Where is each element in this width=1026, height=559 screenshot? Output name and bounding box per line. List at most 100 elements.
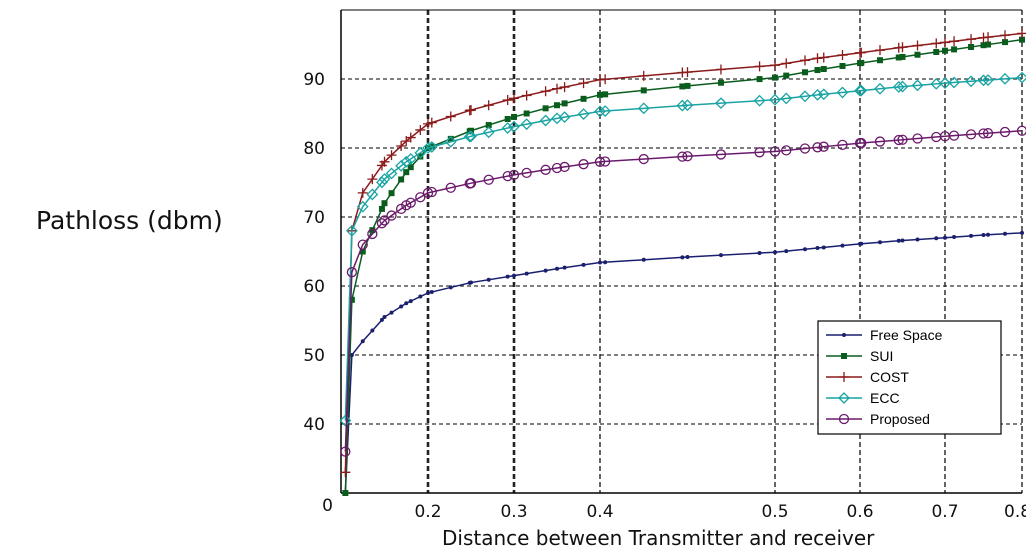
series-marker xyxy=(769,93,781,106)
legend-label-free-space: Free Space xyxy=(870,327,943,343)
chart-plot: 40 50 60 70 80 90 0 0.2 0.3 0.4 0.5 0.6 0.7 0.8 Free … xyxy=(303,9,1026,522)
series-marker xyxy=(603,260,608,265)
series-ecc xyxy=(339,71,1026,427)
series-marker xyxy=(599,105,612,117)
series-marker xyxy=(1020,230,1024,235)
series-free-space xyxy=(343,230,1024,495)
series-marker xyxy=(520,118,533,131)
series-marker xyxy=(376,160,387,171)
series-marker xyxy=(802,69,808,76)
series-marker xyxy=(769,146,781,157)
series-marker xyxy=(859,241,864,246)
series-marker xyxy=(378,205,385,212)
series-marker xyxy=(783,72,790,79)
series-marker xyxy=(966,34,977,45)
series-marker xyxy=(773,250,777,255)
series-marker xyxy=(445,182,456,193)
series-marker xyxy=(540,86,551,97)
series-marker xyxy=(448,285,453,290)
series-marker xyxy=(552,83,562,94)
series-marker xyxy=(715,97,727,110)
series-marker xyxy=(968,43,975,50)
legend-label-ecc: ECC xyxy=(870,390,900,406)
series-marker xyxy=(948,130,960,141)
series-marker xyxy=(405,132,416,143)
series-marker xyxy=(803,247,807,252)
series-marker xyxy=(772,74,778,81)
series-marker xyxy=(505,274,510,279)
series-marker xyxy=(342,490,349,496)
series-marker xyxy=(952,235,957,240)
series-marker xyxy=(877,57,883,64)
series-marker xyxy=(858,59,865,66)
series-marker xyxy=(682,151,693,162)
series-marker xyxy=(781,145,792,156)
y-axis-label: Pathloss (dbm) xyxy=(36,206,223,235)
series-marker xyxy=(784,249,789,254)
x-tick-label: 0.8 xyxy=(1004,502,1026,522)
series-marker xyxy=(977,74,990,87)
series-marker xyxy=(407,164,414,171)
series-marker xyxy=(512,273,516,278)
series-marker xyxy=(982,128,994,139)
series-marker xyxy=(855,84,868,97)
series-marker xyxy=(875,45,885,56)
series-marker xyxy=(464,178,475,189)
series-marker xyxy=(396,140,407,151)
y-tick-label: 90 xyxy=(303,70,325,90)
series-marker xyxy=(502,170,513,182)
series-marker xyxy=(521,167,532,179)
series-marker xyxy=(359,248,366,255)
legend-label-proposed: Proposed xyxy=(870,411,930,427)
series-marker xyxy=(676,99,689,112)
series-marker xyxy=(800,55,810,66)
y-tick-label: 80 xyxy=(303,139,325,159)
series-marker xyxy=(818,141,829,152)
series-marker xyxy=(874,82,886,95)
series-marker xyxy=(677,67,688,78)
series-cost xyxy=(340,28,1026,478)
series-marker xyxy=(414,146,427,159)
series-marker xyxy=(965,129,977,140)
series-marker xyxy=(504,115,511,122)
series-marker xyxy=(483,174,494,185)
series-marker xyxy=(982,74,994,86)
series-marker xyxy=(931,131,942,143)
series-marker xyxy=(895,54,902,61)
series-marker xyxy=(502,95,513,106)
series-marker xyxy=(382,315,387,320)
series-marker xyxy=(511,113,517,120)
series-marker xyxy=(781,58,792,69)
series-marker xyxy=(340,446,351,457)
series-marker xyxy=(349,353,354,357)
series-marker xyxy=(640,87,647,94)
series-marker xyxy=(638,153,649,165)
series-marker xyxy=(856,137,867,149)
series-marker xyxy=(821,245,826,250)
series-marker xyxy=(369,227,376,234)
series-marker xyxy=(523,110,530,117)
series-marker xyxy=(426,117,437,128)
series-marker xyxy=(388,190,395,197)
series-marker xyxy=(594,156,606,167)
series-marker xyxy=(912,133,923,144)
series-marker xyxy=(681,99,694,112)
series-marker xyxy=(464,105,475,116)
series-marker xyxy=(379,317,384,322)
series-marker xyxy=(395,203,407,214)
series-marker xyxy=(501,122,514,134)
series-marker xyxy=(578,159,589,170)
series-marker xyxy=(1017,28,1026,39)
series-marker xyxy=(838,413,850,425)
series-marker xyxy=(346,267,358,278)
series-marker xyxy=(841,353,847,359)
series-marker xyxy=(930,77,943,90)
series-marker xyxy=(780,92,793,105)
series-marker xyxy=(684,82,691,89)
series-marker xyxy=(754,147,765,158)
series-marker xyxy=(943,235,947,240)
series-marker xyxy=(395,159,408,172)
series-marker xyxy=(715,149,727,160)
series-marker xyxy=(463,130,476,143)
series-marker xyxy=(978,128,989,139)
